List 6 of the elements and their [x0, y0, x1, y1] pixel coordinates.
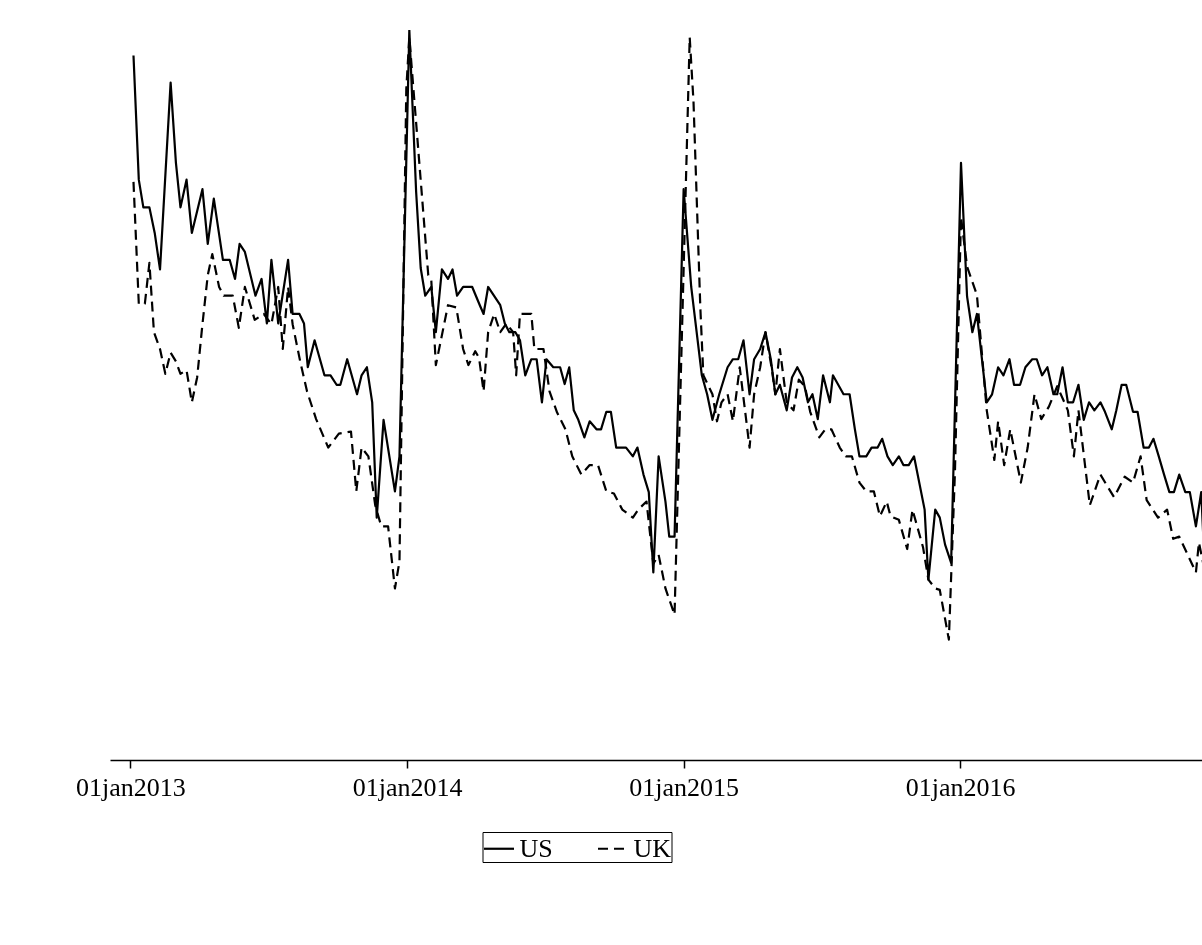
- x-tick-label: 01jan2015: [629, 772, 740, 802]
- x-tick-label: 01jan2013: [76, 772, 186, 802]
- x-tick-label: 01jan2014: [352, 772, 463, 802]
- x-tick-label: 01jan2016: [905, 772, 1016, 802]
- legend-label: US: [519, 833, 553, 863]
- legend-label: UK: [633, 833, 672, 863]
